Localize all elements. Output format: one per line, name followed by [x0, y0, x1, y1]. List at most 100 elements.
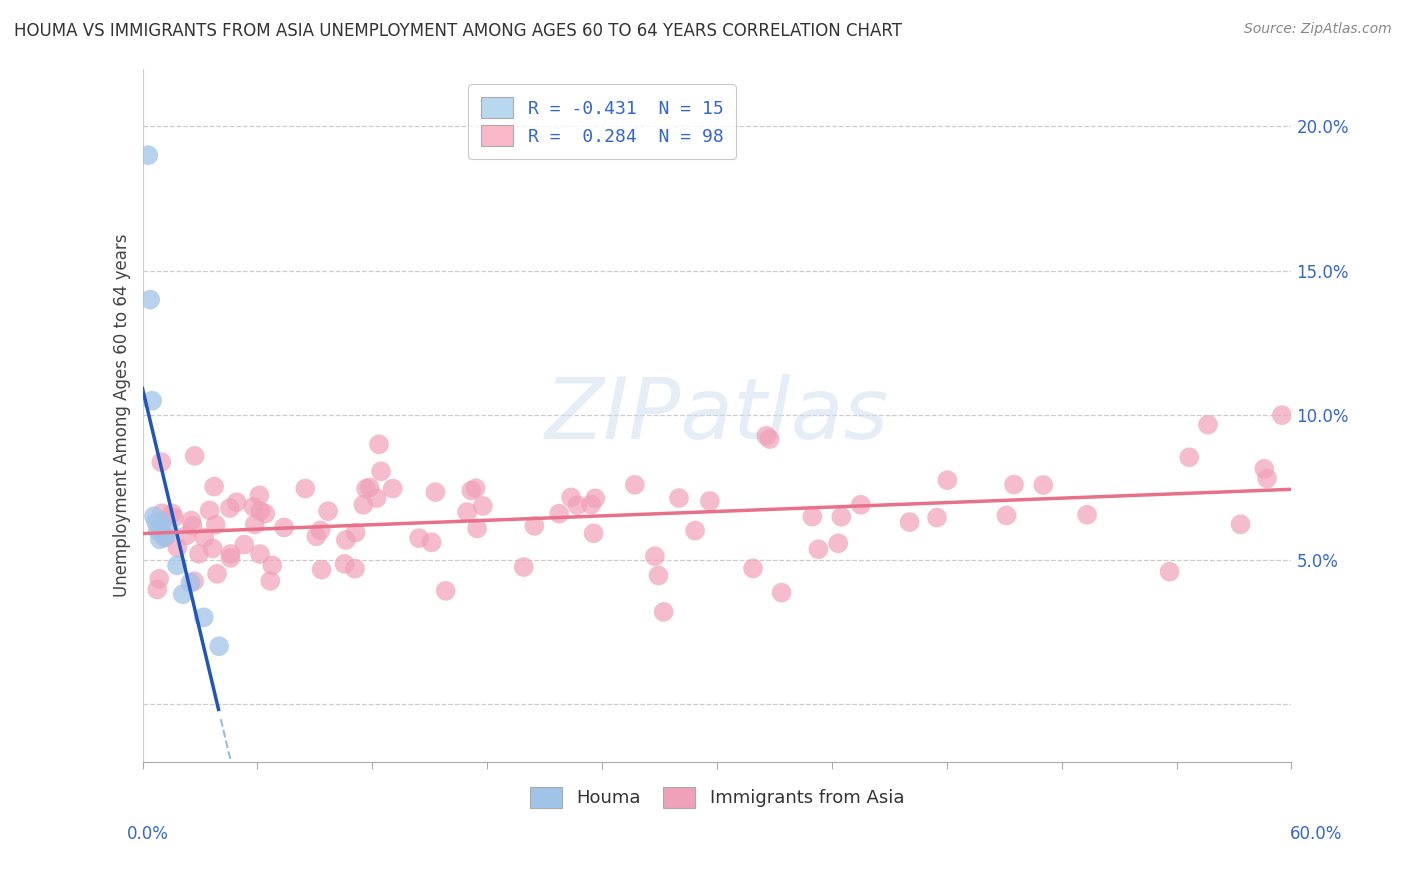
Point [830, 509, 852, 524]
Point [193, 610, 215, 624]
Point [513, 560, 536, 574]
Point [471, 499, 494, 513]
Point [381, 482, 404, 496]
Point [579, 498, 602, 512]
Point [219, 547, 242, 561]
Point [425, 485, 447, 500]
Point [560, 491, 582, 505]
Point [898, 515, 921, 529]
Point [1076, 508, 1098, 522]
Point [668, 491, 690, 505]
Point [644, 549, 666, 564]
Point [354, 482, 377, 496]
Point [699, 494, 721, 508]
Point [242, 500, 264, 514]
Point [755, 429, 778, 443]
Point [1253, 462, 1275, 476]
Point [1159, 565, 1181, 579]
Point [219, 550, 242, 565]
Point [807, 542, 830, 557]
Point [1271, 408, 1294, 422]
Point [218, 501, 240, 516]
Point [202, 480, 225, 494]
Point [166, 558, 188, 573]
Legend: Houma, Immigrants from Asia: Houma, Immigrants from Asia [523, 780, 911, 815]
Point [742, 561, 765, 575]
Point [153, 531, 176, 545]
Point [141, 393, 163, 408]
Point [208, 639, 231, 653]
Point [770, 585, 793, 599]
Y-axis label: Unemployment Among Ages 60 to 64 years: Unemployment Among Ages 60 to 64 years [114, 234, 131, 597]
Point [343, 562, 366, 576]
Text: 0.0%: 0.0% [127, 825, 169, 843]
Point [249, 504, 271, 518]
Point [408, 531, 430, 545]
Point [183, 574, 205, 589]
Point [548, 507, 571, 521]
Point [157, 524, 180, 538]
Point [181, 519, 204, 533]
Point [1002, 477, 1025, 491]
Point [180, 514, 202, 528]
Point [273, 520, 295, 534]
Point [523, 519, 546, 533]
Point [249, 547, 271, 561]
Point [652, 605, 675, 619]
Point [172, 587, 194, 601]
Point [567, 498, 589, 512]
Point [179, 575, 201, 590]
Point [176, 528, 198, 542]
Point [143, 509, 166, 524]
Point [247, 488, 270, 502]
Point [146, 582, 169, 597]
Text: HOUMA VS IMMIGRANTS FROM ASIA UNEMPLOYMENT AMONG AGES 60 TO 64 YEARS CORRELATION: HOUMA VS IMMIGRANTS FROM ASIA UNEMPLOYME… [14, 22, 903, 40]
Point [623, 478, 645, 492]
Point [1032, 478, 1054, 492]
Point [259, 574, 281, 588]
Point [758, 432, 780, 446]
Point [582, 526, 605, 541]
Point [370, 464, 392, 478]
Point [163, 510, 186, 524]
Point [254, 507, 277, 521]
Point [198, 503, 221, 517]
Point [160, 507, 183, 521]
Point [316, 504, 339, 518]
Point [925, 510, 948, 524]
Point [801, 509, 824, 524]
Point [150, 506, 173, 520]
Point [352, 498, 374, 512]
Point [145, 515, 167, 529]
Point [243, 517, 266, 532]
Point [827, 536, 849, 550]
Text: Source: ZipAtlas.com: Source: ZipAtlas.com [1244, 22, 1392, 37]
Point [139, 293, 162, 307]
Point [183, 449, 205, 463]
Point [434, 583, 457, 598]
Point [193, 531, 215, 545]
Point [204, 517, 226, 532]
Point [333, 557, 356, 571]
Point [683, 524, 706, 538]
Point [1178, 450, 1201, 465]
Point [1229, 517, 1251, 532]
Point [335, 533, 357, 547]
Point [465, 521, 488, 535]
Point [262, 558, 284, 573]
Point [233, 537, 256, 551]
Point [149, 523, 172, 537]
Point [201, 541, 224, 556]
Point [148, 572, 170, 586]
Point [305, 529, 328, 543]
Point [309, 524, 332, 538]
Point [146, 524, 169, 538]
Point [995, 508, 1018, 523]
Point [155, 529, 177, 543]
Text: 60.0%: 60.0% [1291, 825, 1343, 843]
Point [647, 568, 669, 582]
Point [456, 505, 478, 519]
Point [150, 455, 173, 469]
Point [368, 437, 391, 451]
Point [420, 535, 443, 549]
